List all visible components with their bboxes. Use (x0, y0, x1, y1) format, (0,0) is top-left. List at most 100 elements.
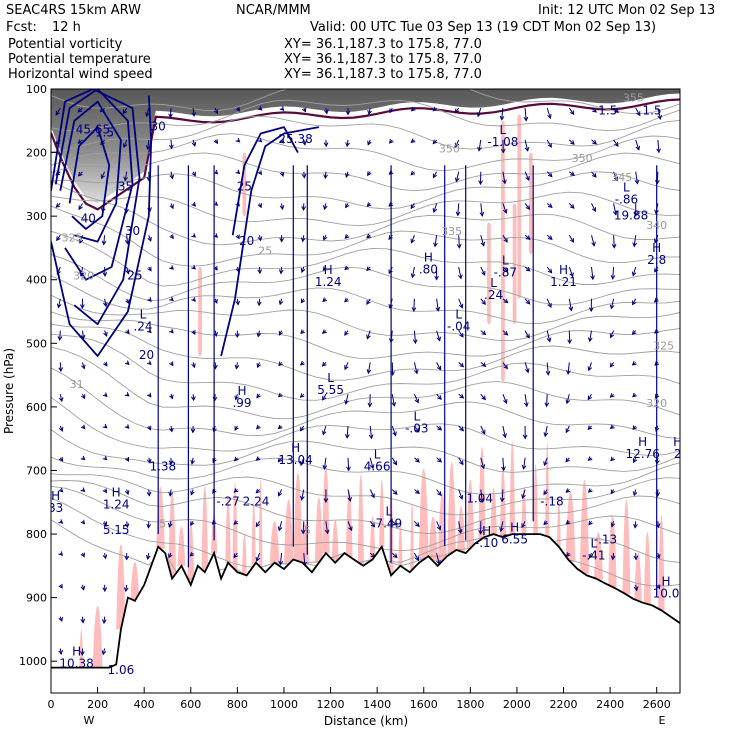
field-theta-xy: XY= 36.1,187.3 to 175.8, 77.0 (284, 52, 482, 67)
wind-vector-head (234, 333, 240, 339)
wind-vector (480, 203, 483, 216)
wind-vector-head (481, 330, 487, 336)
wind-vector-head (301, 173, 307, 179)
wind-vector (300, 457, 305, 466)
pv-blob (284, 499, 294, 565)
wind-vector-head (501, 466, 506, 472)
wind-vector-head (80, 334, 86, 340)
wind-vector-head (392, 490, 398, 495)
extremum-value: 1.06 (108, 663, 135, 677)
wind-vector-head (543, 461, 548, 467)
pv-blob (410, 502, 414, 570)
wind-vector-head (256, 301, 262, 307)
wind-speed-contour-30 (54, 89, 134, 281)
wind-vector (126, 235, 128, 244)
wind-vector-head (611, 243, 617, 249)
wind-vector-head (279, 138, 284, 144)
wind-vector (502, 362, 508, 369)
wind-vector (126, 266, 129, 274)
wind-vector-head (191, 141, 197, 147)
wind-vector (347, 521, 353, 531)
wind-vector-head (635, 145, 641, 151)
wind-vector-head (58, 583, 63, 589)
wind-vector-head (56, 269, 61, 275)
wind-vector-head (456, 243, 462, 249)
wind-vector-head (168, 144, 174, 150)
wind-vector-head (500, 148, 506, 154)
extremum-value: 1.04 (466, 491, 493, 505)
wind-vector (480, 330, 486, 335)
wind-vector (524, 108, 527, 121)
wind-vector-head (190, 521, 195, 526)
wind-vector-head (80, 304, 85, 310)
wind-vector (458, 489, 463, 500)
pv-blob (379, 480, 385, 547)
terrain-fill (51, 534, 680, 693)
wind-vector-head (654, 393, 660, 399)
wind-vector-head (324, 109, 329, 115)
wind-vector (480, 457, 485, 469)
wind-vector-head (255, 456, 261, 461)
wind-vector (502, 171, 506, 184)
wind-vector-head (502, 433, 507, 439)
wind-vector-head (414, 427, 420, 433)
wind-vector-head (299, 393, 305, 398)
wind-vector (546, 107, 551, 119)
wind-vector (391, 425, 397, 436)
pv-streak (487, 222, 491, 325)
wind-vector (524, 171, 530, 181)
wind-vector (613, 171, 618, 181)
wind-vector-head (169, 204, 174, 210)
extremum-marker: H (638, 435, 647, 449)
wind-vector-head (631, 271, 637, 277)
x-tick-label: 200 (87, 698, 108, 711)
wind-vector-head (454, 108, 460, 114)
pv-blob (92, 605, 103, 668)
wind-vector-head (55, 171, 61, 176)
wind-vector-head (478, 529, 484, 535)
wind-vector-head (213, 169, 219, 175)
wind-vector (635, 139, 640, 150)
wind-vector-head (587, 366, 593, 372)
wind-vector (301, 489, 305, 500)
wind-vector (543, 457, 548, 466)
wind-vector-head (348, 526, 353, 532)
wind-vector-head (124, 360, 130, 365)
wind-vector-head (78, 238, 84, 244)
wind-vector-head (169, 361, 174, 367)
wind-vector-head (503, 399, 508, 404)
wind-vector-head (633, 586, 639, 592)
theta-isentrope (51, 205, 680, 267)
wind-vector-head (233, 488, 239, 493)
wind-vector-head (592, 108, 598, 113)
wind-vector (613, 139, 619, 147)
wind-vector-head (587, 488, 593, 493)
wind-speed-label: 30 (125, 224, 140, 238)
wind-vector-head (346, 466, 351, 472)
wind-vector-head (654, 426, 660, 432)
wind-vector (413, 362, 418, 374)
wind-speed-label: 20 (239, 234, 254, 248)
wind-vector (522, 489, 526, 499)
wind-vector (79, 235, 83, 244)
x-tick-label: 2000 (503, 698, 531, 711)
wind-vector-head (457, 529, 463, 535)
theta-isentrope (51, 115, 680, 153)
wind-vector-head (367, 110, 372, 116)
wind-vector (369, 425, 372, 439)
wind-vector (347, 489, 351, 502)
wind-vector (610, 298, 615, 309)
wind-vector-head (58, 650, 63, 656)
wind-vector-head (256, 332, 262, 338)
pv-blob (398, 522, 403, 566)
wind-vector (192, 108, 195, 117)
wind-vector-head (168, 553, 173, 559)
wind-vector-head (80, 585, 86, 591)
wind-vector-head (389, 108, 394, 114)
wind-vector-head (81, 364, 86, 370)
wind-vector-head (547, 303, 552, 309)
wind-vector (344, 362, 349, 370)
wind-vector-head (279, 205, 285, 211)
wind-vector-head (547, 114, 552, 120)
wind-vector-head (410, 238, 415, 244)
